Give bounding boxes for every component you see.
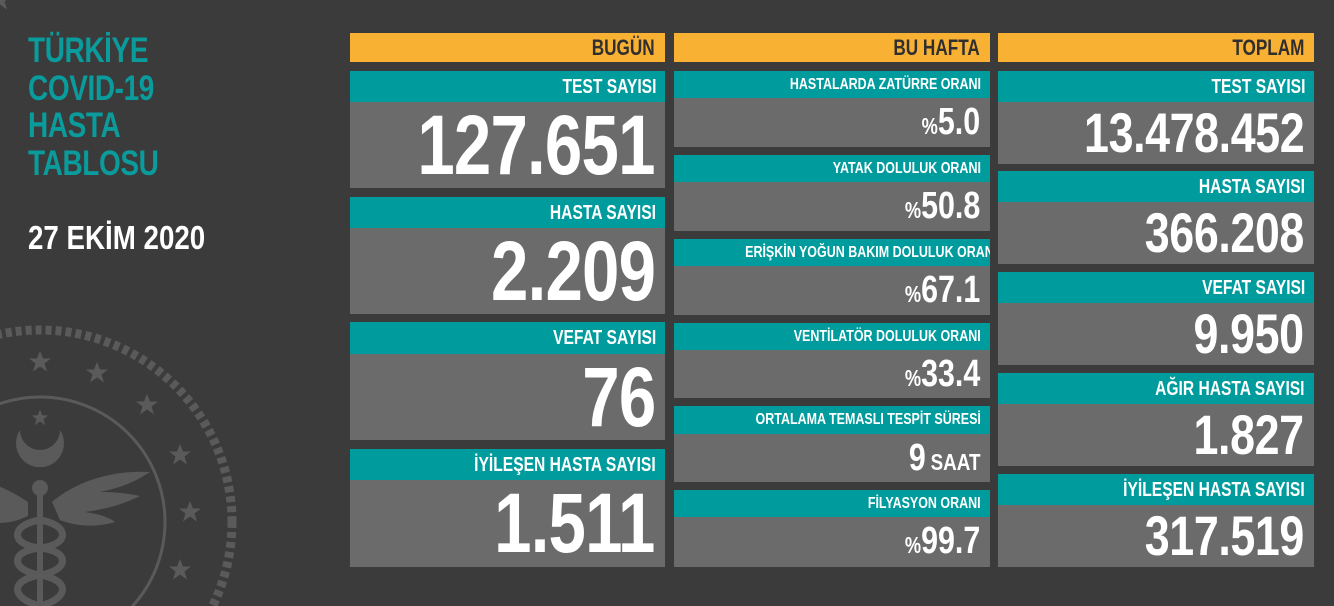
card-label: ORTALAMA TEMASLI TESPİT SÜRESİ: [755, 411, 981, 428]
ventilator-occupancy-card: VENTİLATÖR DOLULUK ORANI %33.4: [674, 323, 990, 398]
this-week-header-label: BU HAFTA: [893, 35, 980, 60]
today-death-card: VEFAT SAYISI 76: [350, 322, 665, 440]
today-test-card: TEST SAYISI 127.651: [350, 71, 665, 188]
icu-occupancy-card: ERİŞKİN YOĞUN BAKIM DOLULUK ORANI %67.1: [674, 239, 990, 315]
card-label: VENTİLATÖR DOLULUK ORANI: [794, 328, 981, 345]
page-title: TÜRKİYE COVID-19 HASTA TABLOSU: [28, 32, 191, 182]
percent-sign: %: [904, 532, 921, 558]
percent-sign: %: [904, 365, 921, 391]
card-label: AĞIR HASTA SAYISI: [1155, 378, 1305, 400]
card-label: YATAK DOLULUK ORANI: [832, 160, 981, 177]
card-value: 9 SAAT: [908, 437, 980, 479]
this-week-column: BU HAFTA HASTALARDA ZATÜRRE ORANI %5.0 Y…: [674, 33, 990, 567]
this-week-header: BU HAFTA: [674, 33, 990, 62]
unit-label: SAAT: [930, 449, 980, 475]
card-label: FİLYASYON ORANI: [868, 495, 981, 512]
percent-sign: %: [904, 197, 921, 223]
card-value: 366.208: [1144, 202, 1305, 264]
card-label: VEFAT SAYISI: [552, 327, 656, 349]
card-value: %67.1: [904, 269, 980, 311]
pneumonia-rate-card: HASTALARDA ZATÜRRE ORANI %5.0: [674, 71, 990, 147]
bed-occupancy-card: YATAK DOLULUK ORANI %50.8: [674, 155, 990, 231]
card-label: HASTA SAYISI: [1198, 176, 1305, 198]
percent-sign: %: [921, 113, 938, 139]
total-critical-card: AĞIR HASTA SAYISI 1.827: [998, 373, 1314, 466]
percent-sign: %: [904, 281, 921, 307]
card-label: İYİLEŞEN HASTA SAYISI: [474, 454, 656, 476]
total-header-label: TOPLAM: [1231, 35, 1304, 60]
total-test-card: TEST SAYISI 13.478.452: [998, 71, 1314, 164]
card-label: İYİLEŞEN HASTA SAYISI: [1123, 479, 1305, 501]
total-death-card: VEFAT SAYISI 9.950: [998, 272, 1314, 365]
card-value: 1.827: [1193, 404, 1305, 466]
contact-tracing-time-card: ORTALAMA TEMASLI TESPİT SÜRESİ 9 SAAT: [674, 406, 990, 482]
today-case-card: HASTA SAYISI 2.209: [350, 197, 665, 314]
card-label: VEFAT SAYISI: [1201, 277, 1305, 299]
report-date: 27 EKİM 2020: [28, 219, 206, 256]
card-value: %99.7: [904, 520, 980, 562]
title-line-3: HASTA: [28, 106, 121, 145]
card-label: HASTA SAYISI: [549, 202, 656, 224]
card-value: 1.511: [494, 480, 656, 567]
card-value: 2.209: [490, 228, 656, 314]
total-case-card: HASTA SAYISI 366.208: [998, 171, 1314, 264]
card-label: TEST SAYISI: [562, 76, 656, 98]
total-column: TOPLAM TEST SAYISI 13.478.452 HASTA SAYI…: [998, 33, 1314, 567]
card-value: 76: [581, 354, 656, 440]
total-header: TOPLAM: [998, 33, 1314, 62]
today-header-label: BUGÜN: [592, 35, 655, 60]
card-value: %33.4: [904, 353, 980, 395]
filiation-rate-card: FİLYASYON ORANI %99.7: [674, 490, 990, 567]
title-line-4: TABLOSU: [28, 143, 159, 183]
card-label: TEST SAYISI: [1211, 76, 1305, 98]
total-recovered-card: İYİLEŞEN HASTA SAYISI 317.519: [998, 474, 1314, 567]
card-label: HASTALARDA ZATÜRRE ORANI: [789, 76, 981, 93]
card-value: 9.950: [1193, 303, 1305, 365]
card-value: %5.0: [921, 101, 980, 143]
card-value: 127.651: [417, 102, 656, 188]
title-line-2: COVID-19: [28, 68, 154, 108]
title-line-1: TÜRKİYE: [28, 31, 149, 70]
today-column: BUGÜN TEST SAYISI 127.651 HASTA SAYISI 2…: [350, 33, 665, 567]
today-recovered-card: İYİLEŞEN HASTA SAYISI 1.511: [350, 449, 665, 567]
today-header: BUGÜN: [350, 33, 665, 62]
card-value: 317.519: [1144, 505, 1305, 567]
card-value: 13.478.452: [1083, 102, 1305, 164]
card-value: %50.8: [904, 185, 980, 227]
card-label: ERİŞKİN YOĞUN BAKIM DOLULUK ORANI: [745, 244, 990, 261]
